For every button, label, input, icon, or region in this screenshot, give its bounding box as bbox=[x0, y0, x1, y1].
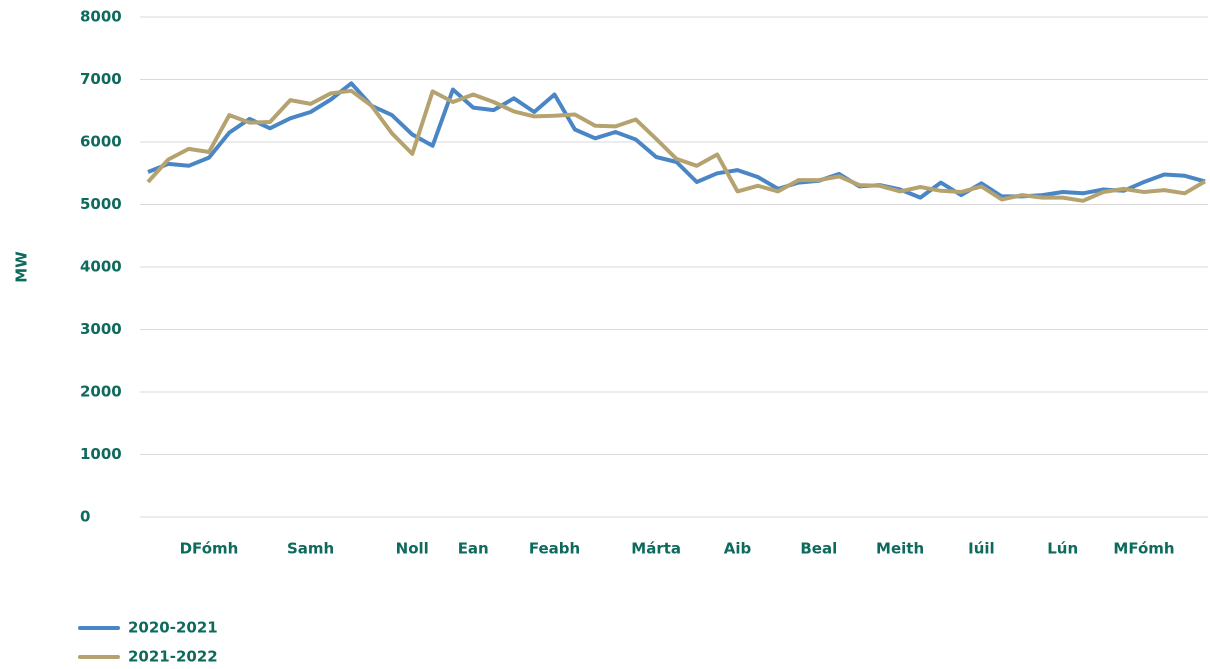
y-tick-label: 3000 bbox=[80, 320, 122, 338]
y-axis-label: MW bbox=[13, 251, 31, 283]
y-tick-label: 5000 bbox=[80, 195, 122, 213]
x-tick-label: Beal bbox=[800, 540, 837, 558]
y-tick-label: 2000 bbox=[80, 383, 122, 401]
x-tick-label: Feabh bbox=[529, 540, 580, 558]
x-tick-label: Márta bbox=[631, 540, 681, 558]
series-line bbox=[146, 88, 1207, 203]
y-tick-label: 7000 bbox=[80, 70, 122, 88]
y-tick-label: 4000 bbox=[80, 258, 122, 276]
x-tick-label: DFómh bbox=[180, 540, 239, 558]
x-tick-label: Aib bbox=[724, 540, 752, 558]
x-tick-label: MFómh bbox=[1113, 540, 1174, 558]
legend-label: 2020-2021 bbox=[128, 619, 218, 637]
x-tick-label: Iúil bbox=[968, 540, 995, 558]
y-tick-label: 6000 bbox=[80, 133, 122, 151]
x-tick-label: Lún bbox=[1047, 540, 1078, 558]
x-tick-label: Meith bbox=[876, 540, 924, 558]
y-tick-label: 0 bbox=[80, 508, 90, 526]
y-tick-label: 8000 bbox=[80, 8, 122, 26]
series-line bbox=[147, 81, 1206, 200]
legend-label: 2021-2022 bbox=[128, 648, 218, 666]
y-tick-label: 1000 bbox=[80, 445, 122, 463]
x-tick-label: Samh bbox=[287, 540, 334, 558]
x-tick-label: Noll bbox=[396, 540, 429, 558]
x-tick-label: Ean bbox=[458, 540, 489, 558]
